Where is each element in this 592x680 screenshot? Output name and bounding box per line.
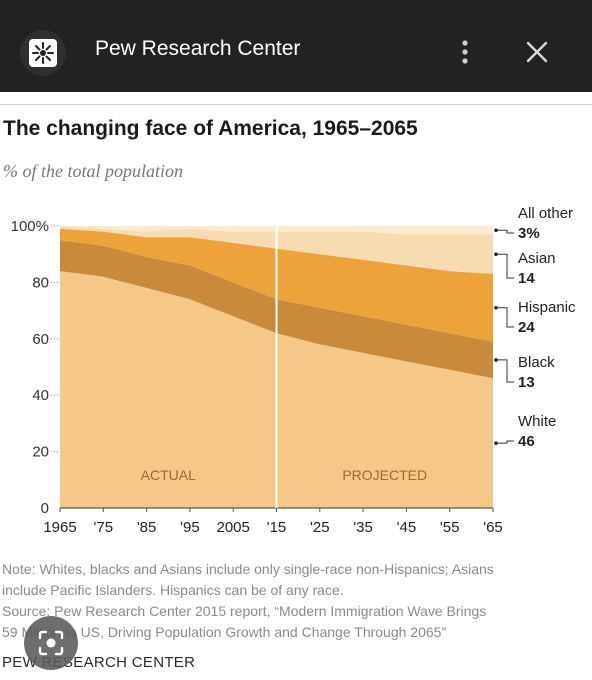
annotation-actual: ACTUAL <box>141 467 196 483</box>
annotation-projected: PROJECTED <box>342 467 427 483</box>
close-icon[interactable] <box>522 37 552 67</box>
legend-label-all-other: All other <box>518 205 573 222</box>
sunburst-icon <box>29 39 57 67</box>
note-line: 59 Million to US, Driving Population Gro… <box>2 624 447 640</box>
x-tick-label: '95 <box>180 519 200 536</box>
x-tick-label: '15 <box>267 519 287 536</box>
legend-value-all-other: 3% <box>518 225 540 242</box>
google-lens-button[interactable] <box>24 616 78 670</box>
x-tick-label: '25 <box>310 519 330 536</box>
legend-value-white: 46 <box>518 433 535 450</box>
x-tick-label: 1965 <box>43 519 76 536</box>
site-title: Pew Research Center <box>95 37 301 60</box>
header-divider <box>0 104 592 105</box>
y-tick-label: 60 <box>32 331 49 348</box>
x-tick-label: '35 <box>353 519 373 536</box>
leader-line-black <box>496 359 514 383</box>
x-tick-label: '65 <box>483 519 503 536</box>
y-tick-label: 80 <box>32 274 49 291</box>
legend-label-black: Black <box>518 354 555 371</box>
legend-value-asian: 14 <box>518 270 535 287</box>
browser-top-bar: Pew Research Center <box>0 0 592 92</box>
y-tick-label: 0 <box>41 500 49 517</box>
x-tick-label: 2005 <box>217 519 250 536</box>
legend-label-white: White <box>518 413 556 430</box>
chart-note: Note: Whites, blacks and Asians include … <box>2 559 588 643</box>
legend-label-hispanic: Hispanic <box>518 299 576 316</box>
area-asian <box>60 226 493 274</box>
x-tick-label: '75 <box>94 519 114 536</box>
x-tick-label: '45 <box>397 519 417 536</box>
legend-value-hispanic: 24 <box>518 319 535 336</box>
note-line: Source: Pew Research Center 2015 report,… <box>2 603 487 619</box>
stacked-area-chart: 0 20 40 60 80 100% 1965 '75 '85 '95 2005 '15 '25 '35 '… <box>11 205 576 536</box>
leader-line-asian <box>496 253 514 279</box>
chart-subtitle: % of the total population <box>3 161 183 181</box>
y-tick-label: 20 <box>32 444 49 461</box>
lens-icon <box>38 630 64 656</box>
leader-line-white <box>496 440 514 444</box>
y-tick-label: 40 <box>32 387 49 404</box>
x-tick-label: '85 <box>137 519 157 536</box>
legend-value-black: 13 <box>518 374 535 391</box>
legend-label-asian: Asian <box>518 250 556 267</box>
leader-line-all-other <box>496 229 514 234</box>
note-line: include Pacific Islanders. Hispanics can… <box>2 582 344 598</box>
chart-title: The changing face of America, 1965–2065 <box>3 117 418 140</box>
note-line: Note: Whites, blacks and Asians include … <box>2 561 494 577</box>
leader-line-hispanic <box>496 307 514 328</box>
pew-logo-icon[interactable] <box>20 30 66 76</box>
y-tick-label: 100% <box>11 218 49 235</box>
x-tick-label: '55 <box>440 519 460 536</box>
more-vertical-icon[interactable] <box>454 38 476 68</box>
